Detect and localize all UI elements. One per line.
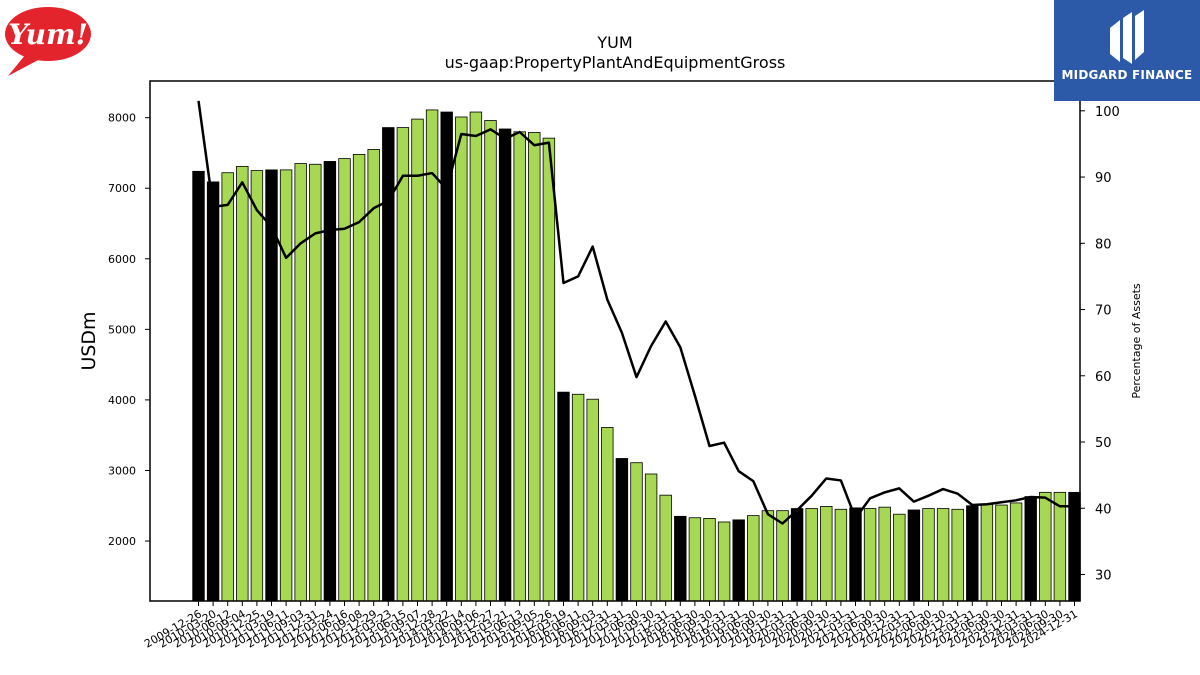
midgard-emblem-icon	[1110, 10, 1144, 64]
bar-2018-09-30	[703, 518, 716, 602]
bar-2012-06-16	[338, 158, 351, 602]
bar-2013-06-15	[396, 127, 410, 602]
bar-2021-06-30	[863, 508, 877, 602]
bar-2011-12-31	[309, 163, 322, 602]
bar-2014-12-27	[484, 120, 497, 602]
bar-2024-12-31	[1068, 491, 1081, 602]
y2-axis-label: Percentage of Assets	[1130, 283, 1143, 399]
chart-title: YUM	[596, 33, 632, 52]
bar-2011-06-11	[279, 169, 293, 602]
y-tick-label: 2000	[108, 535, 136, 548]
bar-2015-09-05	[528, 132, 541, 602]
bar-2015-03-21	[498, 128, 512, 602]
bar-2016-06-11	[571, 393, 585, 602]
bar-2015-06-13	[513, 131, 526, 602]
y-tick-label: 5000	[108, 323, 136, 336]
bar-2022-03-31	[907, 509, 921, 602]
bar-2014-09-06	[469, 111, 483, 602]
bar-2024-06-30	[1039, 491, 1052, 602]
y-tick-label: 6000	[108, 253, 136, 266]
bar-2017-09-30	[644, 473, 658, 602]
bar-2013-09-07	[411, 118, 424, 602]
bar-2020-06-30	[805, 508, 818, 602]
bar-2022-06-30	[922, 508, 935, 602]
bar-2021-12-31	[893, 513, 906, 602]
midgard-finance-logo: MIDGARD FINANCE	[1054, 0, 1200, 101]
bar-2022-09-30	[936, 508, 950, 602]
bar-2011-09-03	[294, 163, 307, 602]
bar-2021-03-31	[849, 507, 862, 602]
y2-tick-label: 90	[1095, 171, 1112, 186]
bar-2024-03-31	[1024, 496, 1037, 602]
bar-2019-03-31	[732, 519, 745, 602]
bar-series	[192, 109, 1081, 602]
y2-tick-label: 40	[1095, 502, 1112, 517]
bar-2016-03-19	[557, 391, 570, 602]
x-axis: 2009-12-262010-03-202010-06-122010-09-04…	[142, 601, 1080, 651]
y2-tick-label: 80	[1095, 237, 1112, 252]
y-axis-label: USDm	[78, 311, 100, 370]
midgard-logo-text: MIDGARD FINANCE	[1061, 68, 1193, 82]
bar-2024-09-30	[1053, 491, 1067, 602]
y-tick-label: 7000	[108, 182, 136, 195]
y-tick-label: 4000	[108, 394, 136, 407]
bar-2012-12-29	[367, 149, 380, 602]
yum-logo: Yum!	[4, 4, 96, 78]
yum-logo-text: Yum!	[8, 18, 88, 51]
chart-subtitle: us-gaap:PropertyPlantAndEquipmentGross	[445, 53, 786, 72]
percentage-line	[197, 100, 1075, 525]
y2-tick-label: 60	[1095, 370, 1112, 385]
y2-tick-label: 100	[1095, 105, 1120, 120]
bar-2018-12-31	[717, 521, 731, 602]
bar-2010-06-12	[221, 172, 234, 602]
plot-frame	[149, 80, 1081, 602]
bar-2023-09-30	[995, 504, 1008, 602]
bar-2023-12-31	[1009, 502, 1023, 602]
bar-2016-12-31	[601, 427, 614, 602]
bar-2018-06-30	[688, 517, 702, 602]
bar-2014-06-14	[455, 116, 468, 602]
bar-2017-03-31	[615, 458, 629, 602]
y-axis-right: 30 40 50 60 70 80 90 100	[1080, 105, 1120, 584]
bar-2020-09-30	[820, 506, 833, 602]
bar-2019-09-30	[761, 510, 775, 602]
bar-2010-12-25	[250, 170, 264, 602]
bar-2021-09-30	[878, 506, 891, 602]
bar-2009-12-26	[192, 170, 205, 602]
bar-2020-12-31	[834, 508, 848, 602]
y-axis-left: 2000 3000 4000 5000 6000 7000 8000	[108, 112, 150, 548]
bar-2013-12-28	[425, 109, 439, 602]
bar-2023-06-30	[980, 503, 994, 602]
y-tick-label: 8000	[108, 112, 136, 125]
bar-2017-12-31	[659, 494, 672, 602]
y2-tick-label: 50	[1095, 436, 1112, 451]
y2-tick-label: 30	[1095, 569, 1112, 584]
bar-2020-03-31	[790, 508, 804, 602]
bar-2016-09-03	[586, 398, 599, 602]
bar-2015-12-26	[542, 137, 556, 602]
bar-2019-06-30	[747, 515, 760, 602]
y2-tick-label: 70	[1095, 304, 1112, 319]
bar-2017-06-30	[630, 462, 643, 602]
bar-2010-09-04	[236, 165, 249, 602]
bar-2018-03-31	[674, 515, 687, 602]
bar-2012-03-24	[323, 161, 337, 602]
bar-2022-12-31	[951, 508, 964, 602]
bar-2010-03-20	[206, 181, 220, 602]
y-tick-label: 3000	[108, 464, 136, 477]
bar-2023-03-31	[966, 505, 979, 602]
